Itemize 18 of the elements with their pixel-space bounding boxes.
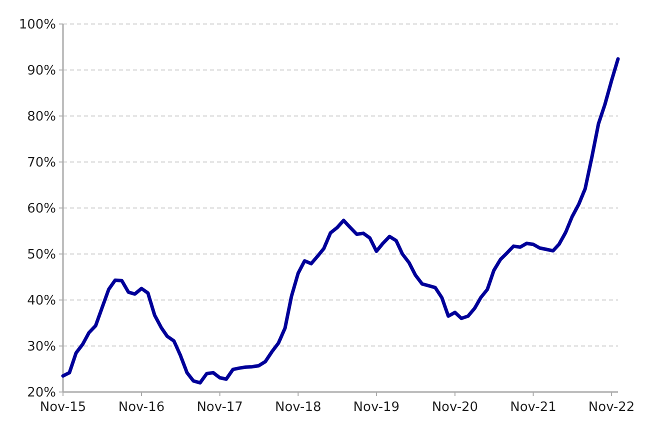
line-series (61, 57, 620, 385)
x-tick-label: Nov-20 (432, 400, 478, 415)
y-tick-label: 40% (27, 294, 56, 309)
y-tick-label: 100% (18, 18, 56, 33)
x-tick-label: Nov-22 (588, 400, 635, 415)
x-tick-label: Nov-15 (40, 400, 86, 415)
y-tick-label: 90% (27, 64, 56, 79)
x-tick-label: Nov-18 (274, 400, 322, 415)
y-tick-label: 70% (27, 156, 56, 171)
y-tick-label: 20% (27, 386, 56, 401)
x-tick-label: Nov-19 (353, 400, 400, 415)
y-tick-label: 30% (27, 340, 56, 355)
y-tick-label: 50% (27, 248, 56, 263)
y-tick-label: 80% (27, 110, 56, 125)
x-tick-label: Nov-17 (196, 400, 243, 415)
y-tick-label: 60% (27, 202, 56, 217)
x-tick-label: Nov-21 (510, 400, 556, 415)
x-tick-label: Nov-16 (118, 400, 165, 415)
